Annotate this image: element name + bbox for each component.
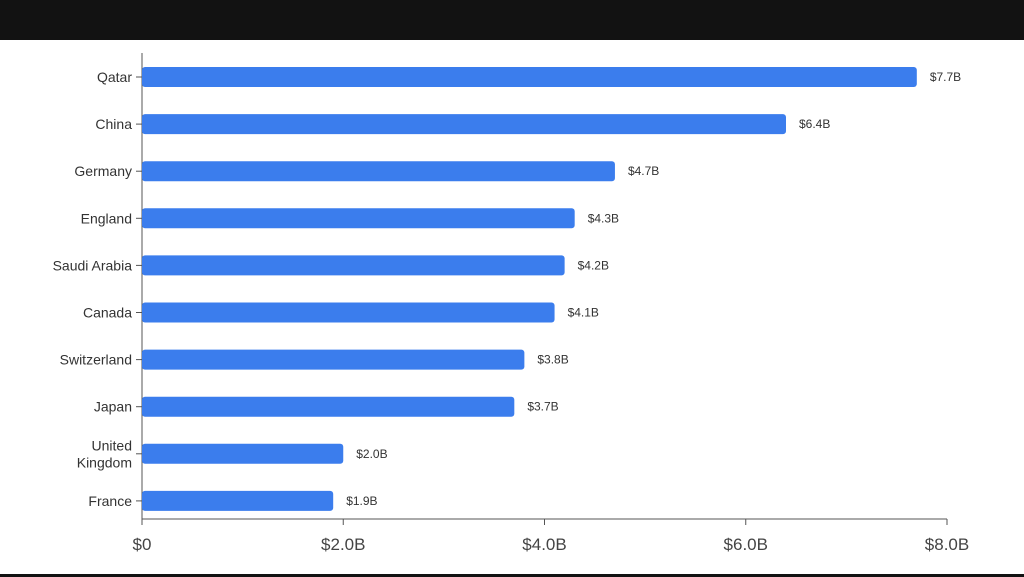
bottom-black-bar bbox=[0, 574, 1024, 577]
x-tick-label: $2.0B bbox=[321, 535, 365, 554]
bar bbox=[142, 302, 555, 323]
value-label: $6.4B bbox=[799, 117, 830, 131]
category-label: Switzerland bbox=[60, 352, 132, 368]
x-tick-label: $0 bbox=[133, 535, 152, 554]
value-label: $3.8B bbox=[537, 353, 568, 367]
bar bbox=[142, 67, 917, 87]
x-tick-label: $6.0B bbox=[724, 535, 768, 554]
bar bbox=[142, 208, 575, 229]
bar bbox=[142, 443, 344, 464]
category-label: Kingdom bbox=[77, 454, 132, 470]
category-label: Germany bbox=[74, 163, 132, 179]
bar bbox=[142, 114, 786, 135]
category-label: United bbox=[92, 437, 132, 453]
bar bbox=[142, 255, 565, 276]
x-tick-label: $4.0B bbox=[522, 535, 566, 554]
category-label: Canada bbox=[83, 305, 132, 321]
bar bbox=[142, 161, 615, 182]
value-label: $2.0B bbox=[356, 447, 387, 461]
value-label: $4.7B bbox=[628, 164, 659, 178]
category-label: Saudi Arabia bbox=[53, 257, 133, 273]
value-label: $1.9B bbox=[346, 494, 377, 508]
bar bbox=[142, 349, 525, 370]
category-label: England bbox=[81, 210, 132, 226]
category-label: China bbox=[95, 116, 132, 132]
x-tick-label: $8.0B bbox=[925, 535, 969, 554]
value-label: $4.2B bbox=[578, 258, 609, 272]
value-label: $3.7B bbox=[527, 400, 558, 414]
bar bbox=[142, 490, 334, 511]
category-label: Qatar bbox=[97, 69, 132, 85]
top-black-bar bbox=[0, 0, 1024, 40]
value-label: $4.3B bbox=[588, 211, 619, 225]
value-label: $7.7B bbox=[930, 70, 961, 84]
value-label: $4.1B bbox=[568, 306, 599, 320]
category-label: France bbox=[88, 493, 132, 509]
category-label: Japan bbox=[94, 399, 132, 415]
bar bbox=[142, 396, 515, 417]
